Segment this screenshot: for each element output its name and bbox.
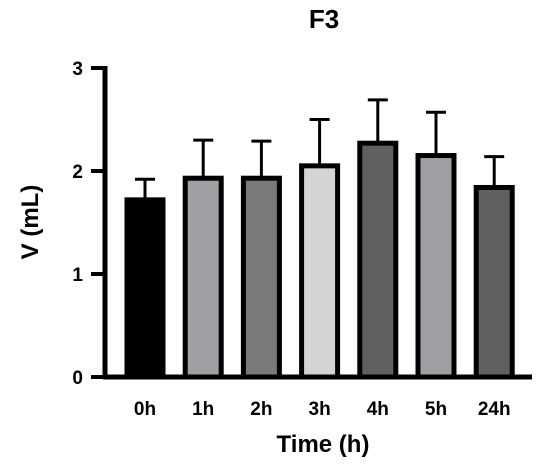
x-tick-label: 5h [425, 399, 447, 420]
bar [182, 175, 224, 380]
y-tick-label: 2 [72, 162, 83, 183]
bar [415, 153, 457, 380]
chart-title: F3 [309, 4, 339, 34]
x-tick-label: 3h [309, 399, 331, 420]
y-tick-label: 0 [72, 368, 83, 389]
bar [357, 140, 399, 380]
x-tick-label: 1h [192, 399, 214, 420]
bar [299, 163, 341, 380]
y-tick-label: 1 [72, 265, 83, 286]
x-axis-label: Time (h) [277, 431, 370, 458]
x-tick-label: 4h [367, 399, 389, 420]
y-tick-label: 3 [72, 59, 83, 80]
axes-layer: 0h 1h 2h 3h 4h 5h 24h 0 1 2 3 [72, 59, 532, 420]
x-tick-label: 2h [250, 399, 272, 420]
bars-layer [124, 98, 515, 380]
x-tick-label: 0h [134, 399, 156, 420]
bar [473, 184, 515, 380]
y-axis-label: V (mL) [17, 185, 44, 260]
x-tick-label: 24h [478, 399, 511, 420]
bar [124, 197, 166, 380]
bar [240, 175, 282, 380]
